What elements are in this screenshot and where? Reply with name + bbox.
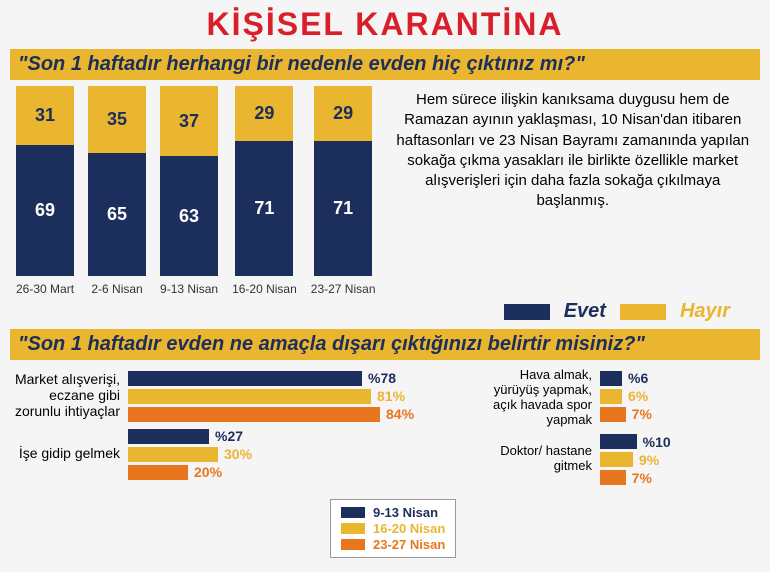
- hbar-value: 81%: [377, 388, 405, 404]
- hbar: [128, 407, 380, 422]
- main-title: KİŞİSEL KARANTİNA: [10, 6, 760, 43]
- bar-x-label: 26-30 Mart: [16, 282, 74, 296]
- bar-x-label: 16-20 Nisan: [232, 282, 297, 296]
- legend-2-row: 9-13 Nisan: [341, 505, 445, 520]
- hbar: [128, 389, 371, 404]
- bar-segment-no: 37: [160, 86, 218, 156]
- hbar-group-label: Market alışverişi, eczane gibi zorunlu i…: [10, 368, 128, 422]
- stacked-bar: 3169 26-30 Mart: [16, 86, 74, 296]
- bar-x-label: 2-6 Nisan: [91, 282, 142, 296]
- hbar-group: Hava almak, yürüyüş yapmak, açık havada …: [480, 368, 760, 428]
- hbar-row: %27: [128, 428, 470, 444]
- infographic-root: KİŞİSEL KARANTİNA "Son 1 haftadır herhan…: [0, 0, 770, 572]
- hbar-value: 84%: [386, 406, 414, 422]
- stacked-bar: 3565 2-6 Nisan: [88, 86, 146, 296]
- legend-2-label: 23-27 Nisan: [373, 537, 445, 552]
- hbar-value: 7%: [632, 470, 652, 486]
- hbar-group: Doktor/ hastane gitmek %10 9% 7%: [480, 432, 760, 486]
- section-1: 3169 26-30 Mart 3565 2-6 Nisan 3763 9-13 Nisa…: [10, 86, 760, 296]
- hbar: [128, 429, 209, 444]
- hbar: [128, 371, 362, 386]
- question-bar-2: "Son 1 haftadır evden ne amaçla dışarı ç…: [10, 329, 760, 360]
- hbar-group-label: İşe gidip gelmek: [10, 426, 128, 480]
- hbar-row: 9%: [600, 452, 760, 468]
- hbar-row: 30%: [128, 446, 470, 462]
- hbar-row: 81%: [128, 388, 470, 404]
- hbar: [128, 447, 218, 462]
- section-1-paragraph: Hem sürece ilişkin kanıksama duygusu hem…: [376, 86, 761, 296]
- bar-segment-no: 31: [16, 86, 74, 145]
- legend-2-row: 23-27 Nisan: [341, 537, 445, 552]
- legend-1: Evet Hayır: [10, 300, 760, 323]
- hbar-value: 20%: [194, 464, 222, 480]
- bar-segment-no: 29: [314, 86, 372, 141]
- section-2: Market alışverişi, eczane gibi zorunlu i…: [10, 368, 760, 490]
- stacked-bar: 2971 23-27 Nisan: [311, 86, 376, 296]
- bar-x-label: 9-13 Nisan: [160, 282, 218, 296]
- bar-segment-yes: 65: [88, 153, 146, 277]
- bar-segment-yes: 63: [160, 156, 218, 276]
- hbar-row: %6: [600, 370, 760, 386]
- legend-swatch-yes: [504, 304, 550, 320]
- legend-swatch-no: [620, 304, 666, 320]
- hbar-value: %27: [215, 428, 243, 444]
- hbar-value: 7%: [632, 406, 652, 422]
- legend-2: 9-13 Nisan16-20 Nisan23-27 Nisan: [330, 499, 456, 558]
- legend-2-label: 16-20 Nisan: [373, 521, 445, 536]
- legend-label-yes: Evet: [564, 300, 606, 323]
- bar-x-label: 23-27 Nisan: [311, 282, 376, 296]
- hbar-group: İşe gidip gelmek %27 30%20%: [10, 426, 470, 480]
- hbar-value: %6: [628, 370, 648, 386]
- legend-label-no: Hayır: [680, 300, 730, 323]
- legend-2-swatch: [341, 539, 365, 550]
- hbar-value: 6%: [628, 388, 648, 404]
- question-bar-1: "Son 1 haftadır herhangi bir nedenle evd…: [10, 49, 760, 80]
- hbar-left-column: Market alışverişi, eczane gibi zorunlu i…: [10, 368, 470, 490]
- hbar: [600, 371, 622, 386]
- legend-2-label: 9-13 Nisan: [373, 505, 438, 520]
- legend-2-swatch: [341, 523, 365, 534]
- bar-segment-yes: 71: [314, 141, 372, 276]
- stacked-bar: 3763 9-13 Nisan: [160, 86, 218, 296]
- hbar-right-column: Hava almak, yürüyüş yapmak, açık havada …: [480, 368, 760, 490]
- bar-segment-no: 35: [88, 86, 146, 153]
- bar-segment-yes: 71: [235, 141, 293, 276]
- stacked-bar: 2971 16-20 Nisan: [232, 86, 297, 296]
- bar-segment-yes: 69: [16, 145, 74, 276]
- hbar-group: Market alışverişi, eczane gibi zorunlu i…: [10, 368, 470, 422]
- hbar: [600, 434, 637, 449]
- legend-2-row: 16-20 Nisan: [341, 521, 445, 536]
- hbar-value: %78: [368, 370, 396, 386]
- bar-segment-no: 29: [235, 86, 293, 141]
- hbar-row: %78: [128, 370, 470, 386]
- hbar-value: %10: [643, 434, 671, 450]
- hbar-row: 84%: [128, 406, 470, 422]
- hbar-row: 20%: [128, 464, 470, 480]
- hbar-row: 7%: [600, 406, 760, 422]
- hbar-group-label: Hava almak, yürüyüş yapmak, açık havada …: [480, 368, 600, 428]
- hbar: [600, 452, 633, 467]
- hbar-row: 6%: [600, 388, 760, 404]
- hbar: [128, 465, 188, 480]
- hbar-value: 30%: [224, 446, 252, 462]
- hbar-group-label: Doktor/ hastane gitmek: [480, 432, 600, 486]
- hbar: [600, 389, 622, 404]
- hbar-value: 9%: [639, 452, 659, 468]
- hbar-row: 7%: [600, 470, 760, 486]
- hbar: [600, 407, 626, 422]
- hbar-row: %10: [600, 434, 760, 450]
- legend-2-swatch: [341, 507, 365, 518]
- hbar: [600, 470, 626, 485]
- stacked-bar-chart: 3169 26-30 Mart 3565 2-6 Nisan 3763 9-13 Nisa…: [10, 86, 376, 296]
